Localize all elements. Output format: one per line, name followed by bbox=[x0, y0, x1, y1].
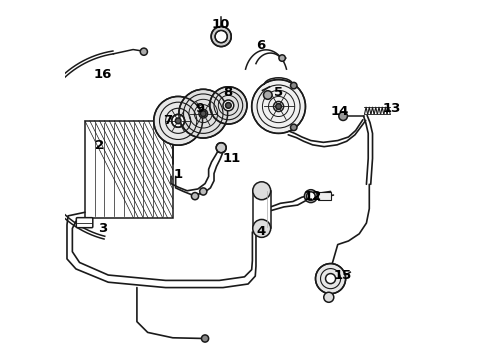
Circle shape bbox=[209, 87, 246, 124]
Circle shape bbox=[304, 190, 317, 203]
Circle shape bbox=[200, 111, 206, 117]
Circle shape bbox=[140, 48, 147, 55]
Text: 8: 8 bbox=[224, 86, 232, 99]
Circle shape bbox=[171, 114, 184, 127]
Circle shape bbox=[215, 31, 227, 42]
Circle shape bbox=[191, 193, 198, 200]
Text: 3: 3 bbox=[98, 222, 107, 235]
Text: 4: 4 bbox=[256, 225, 264, 238]
Circle shape bbox=[225, 103, 231, 108]
Text: 2: 2 bbox=[95, 139, 103, 152]
Text: 5: 5 bbox=[273, 86, 283, 99]
Circle shape bbox=[273, 102, 283, 112]
Circle shape bbox=[50, 184, 55, 189]
Circle shape bbox=[251, 80, 305, 134]
Text: 10: 10 bbox=[212, 18, 230, 31]
Text: 1: 1 bbox=[173, 168, 183, 181]
Circle shape bbox=[290, 82, 296, 89]
Circle shape bbox=[315, 264, 345, 294]
Circle shape bbox=[263, 91, 271, 99]
Text: 13: 13 bbox=[382, 102, 400, 115]
Circle shape bbox=[211, 27, 231, 46]
Text: 7: 7 bbox=[163, 114, 172, 127]
Text: 14: 14 bbox=[330, 105, 348, 118]
Text: 15: 15 bbox=[333, 269, 351, 282]
Bar bbox=[85, 121, 172, 218]
Circle shape bbox=[201, 335, 208, 342]
Circle shape bbox=[153, 96, 202, 145]
Circle shape bbox=[175, 118, 181, 124]
Circle shape bbox=[252, 220, 270, 237]
Text: 6: 6 bbox=[256, 39, 264, 52]
Circle shape bbox=[223, 100, 233, 111]
Text: 9: 9 bbox=[195, 102, 204, 115]
Text: 12: 12 bbox=[303, 190, 321, 203]
Circle shape bbox=[199, 188, 206, 195]
Circle shape bbox=[290, 124, 296, 131]
Circle shape bbox=[275, 104, 281, 109]
Text: 16: 16 bbox=[94, 68, 112, 81]
Circle shape bbox=[179, 89, 227, 138]
Circle shape bbox=[323, 292, 333, 302]
Circle shape bbox=[199, 109, 207, 118]
Circle shape bbox=[216, 143, 226, 153]
Circle shape bbox=[306, 192, 314, 201]
Circle shape bbox=[278, 55, 285, 61]
FancyBboxPatch shape bbox=[76, 218, 93, 228]
Bar bbox=[317, 192, 330, 201]
Bar bbox=[252, 191, 270, 228]
Text: 11: 11 bbox=[223, 152, 241, 165]
Circle shape bbox=[325, 274, 335, 284]
Circle shape bbox=[252, 182, 270, 200]
Circle shape bbox=[338, 112, 346, 121]
